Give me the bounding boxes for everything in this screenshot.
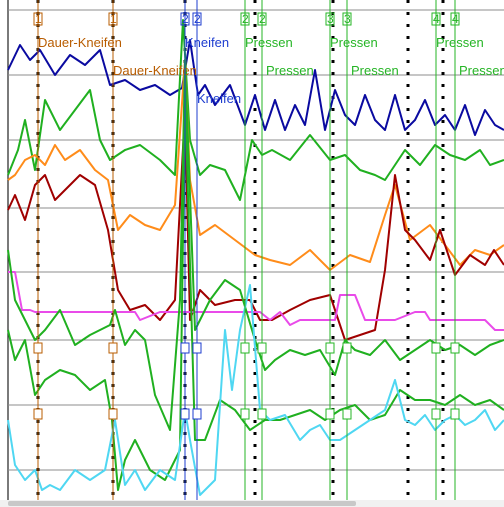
marker-point-0-1 [33,408,43,420]
marker-label-1-0: Dauer-Kneifen [113,63,197,78]
marker-point-9-0 [450,342,460,354]
marker-point-3-1 [192,408,202,420]
series-line-7 [7,284,504,496]
marker-point-0-0 [33,342,43,354]
marker-point-5-1 [257,408,267,420]
marker-box-6 [325,12,335,26]
marker-label-5-0: Pressen [266,63,314,78]
marker-point-1-1 [108,408,118,420]
marker-number-2: 2 [182,12,189,26]
marker-label-6-0: Pressen [330,35,378,50]
marker-label-8-0: Pressen [436,35,484,50]
marker-point-3-0 [192,342,202,354]
series-line-2 [7,59,504,271]
marker-label-9-0: Pressen [459,63,504,78]
marker-point-8-0 [431,342,441,354]
marker-box-9 [450,12,460,26]
marker-box-2 [180,12,190,26]
marker-box-7 [342,12,352,26]
marker-number-4: 2 [242,12,249,26]
marker-box-1 [108,12,118,26]
series-lines [7,19,504,496]
marker-point-8-1 [431,408,441,420]
marker-number-8: 4 [433,12,440,26]
marker-box-0 [33,12,43,26]
marker-point-7-0 [342,342,352,354]
marker-point-4-1 [240,408,250,420]
marker-point-6-1 [325,408,335,420]
marker-label-0-0: Dauer-Kneifen [38,35,122,50]
marker-point-1-0 [108,342,118,354]
marker-point-7-1 [342,408,352,420]
series-line-1 [7,19,504,201]
marker-number-0: 1 [35,12,42,26]
series-line-0 [7,39,504,136]
marker-number-1: 1 [110,12,117,26]
marker-number-7: 3 [344,12,351,26]
marker-number-6: 3 [327,12,334,26]
horizontal-scrollbar[interactable] [0,500,504,507]
marker-label-3-0: Kneifen [197,91,241,106]
marker-box-4 [240,12,250,26]
marker-point-9-1 [450,408,460,420]
marker-number-9: 4 [452,12,459,26]
series-line-5 [7,59,504,431]
marker-point-2-1 [180,408,190,420]
marker-box-3 [192,12,202,26]
marker-label-2-0: Kneifen [185,35,229,50]
marker-label-7-0: Pressen [351,63,399,78]
marker-point-6-0 [325,342,335,354]
marker-number-3: 2 [194,12,201,26]
series-line-4 [8,271,504,331]
marker-point-2-0 [180,342,190,354]
event-markers: 1 Dauer-Kneifen 1 Dauer-Kneifen 2 Kneifen 2 Kne… [33,0,504,500]
marker-box-5 [257,12,267,26]
marker-point-5-0 [257,342,267,354]
scrollbar-thumb[interactable] [8,501,356,506]
marker-number-5: 2 [259,12,266,26]
marker-label-4-0: Pressen [245,35,293,50]
marker-point-4-0 [240,342,250,354]
marker-box-8 [431,12,441,26]
